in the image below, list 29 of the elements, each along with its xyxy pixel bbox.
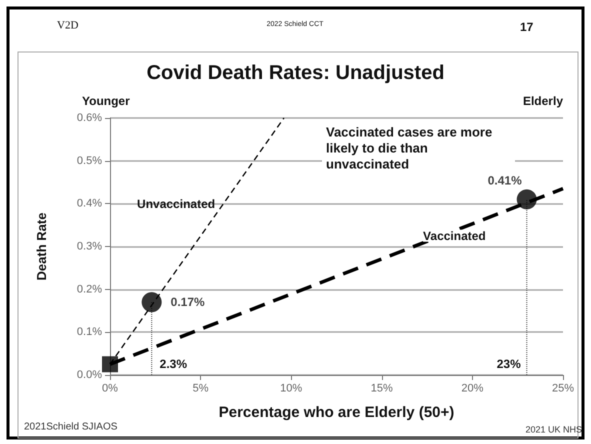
data-label: 0.41% xyxy=(488,173,522,188)
y-tick-label: 0.5% xyxy=(76,154,102,167)
chart-title: Covid Death Rates: Unadjusted xyxy=(146,62,444,84)
x-axis-title: Percentage who are Elderly (50+) xyxy=(218,404,454,421)
y-tick-label: 0.2% xyxy=(76,283,102,296)
text: 2021 UK NHS xyxy=(525,424,582,434)
text: 2021Schield SJIAOS xyxy=(24,422,118,432)
text: Elderly xyxy=(522,94,564,108)
x-tick-label: 10% xyxy=(280,382,302,394)
y-tick-label: 0.0% xyxy=(76,369,102,381)
x-tick-label: 25% xyxy=(552,382,574,394)
text: V2D xyxy=(57,20,78,32)
text: 17 xyxy=(520,20,534,34)
data-label: 0.17% xyxy=(170,295,206,310)
y-tick-label: 0.1% xyxy=(76,326,102,338)
x-tick-label: 0% xyxy=(102,382,118,394)
annotation: 23% xyxy=(496,357,522,371)
annotation: Vaccinated cases are more likely to die than unvaccinated xyxy=(326,124,496,172)
y-axis-title: Death Rate xyxy=(34,212,49,280)
text: Younger xyxy=(82,94,130,108)
annotation: 2.3% xyxy=(160,357,188,371)
y-tick-label: 0.6% xyxy=(76,112,102,124)
x-tick-label: 5% xyxy=(192,382,209,394)
x-tick-label: 20% xyxy=(461,382,484,394)
y-tick-label: 0.4% xyxy=(76,198,102,210)
series-label: Vaccinated xyxy=(423,228,486,243)
y-tick-label: 0.3% xyxy=(76,240,102,252)
series-label: Unvaccinated xyxy=(137,197,216,212)
x-tick-label: 15% xyxy=(370,382,394,394)
